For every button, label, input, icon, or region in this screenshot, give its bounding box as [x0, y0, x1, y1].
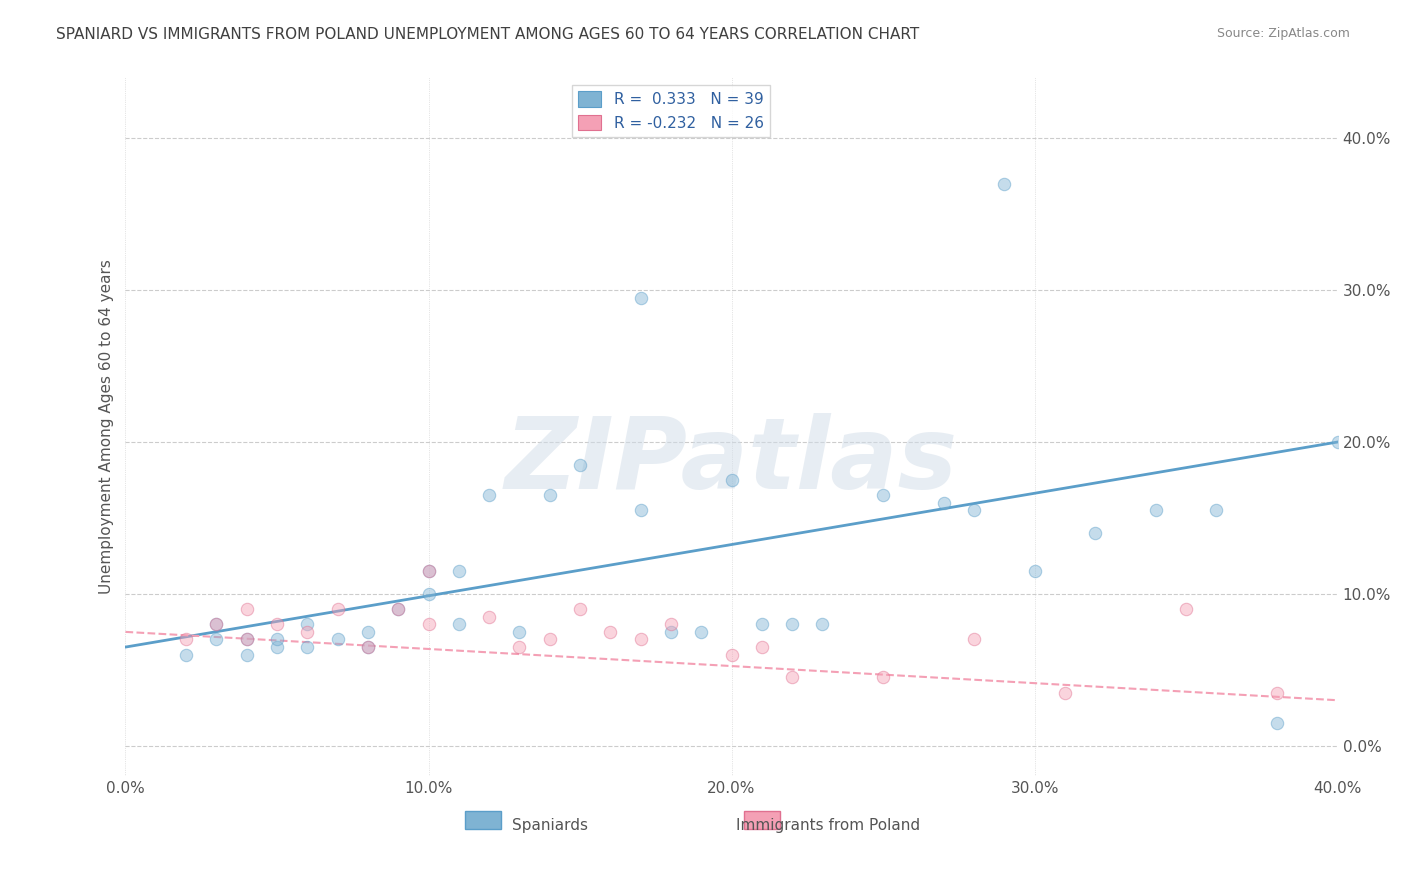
FancyBboxPatch shape	[465, 811, 502, 829]
Point	[174, 648, 197, 662]
Point	[478, 609, 501, 624]
Point	[538, 488, 561, 502]
Point	[418, 564, 440, 578]
Legend: R =  0.333   N = 39, R = -0.232   N = 26: R = 0.333 N = 39, R = -0.232 N = 26	[572, 85, 769, 136]
Point	[297, 640, 319, 654]
Point	[963, 632, 986, 647]
Point	[780, 617, 803, 632]
Point	[630, 503, 652, 517]
Point	[720, 473, 742, 487]
Point	[932, 496, 955, 510]
Point	[205, 632, 228, 647]
Point	[418, 617, 440, 632]
Point	[630, 632, 652, 647]
Point	[235, 602, 257, 616]
Point	[599, 624, 621, 639]
Point	[751, 617, 773, 632]
Text: Spaniards: Spaniards	[512, 818, 588, 833]
Point	[872, 670, 894, 684]
Point	[357, 640, 380, 654]
Point	[326, 602, 349, 616]
FancyBboxPatch shape	[744, 811, 780, 829]
Point	[690, 624, 713, 639]
Text: ZIPatlas: ZIPatlas	[505, 413, 957, 510]
Y-axis label: Unemployment Among Ages 60 to 64 years: Unemployment Among Ages 60 to 64 years	[100, 260, 114, 594]
Point	[297, 617, 319, 632]
Point	[297, 624, 319, 639]
Point	[478, 488, 501, 502]
Point	[780, 670, 803, 684]
Point	[357, 640, 380, 654]
Point	[326, 632, 349, 647]
Point	[357, 624, 380, 639]
Point	[235, 632, 257, 647]
Point	[1053, 686, 1076, 700]
Point	[205, 617, 228, 632]
Point	[508, 640, 530, 654]
Point	[235, 632, 257, 647]
Point	[266, 617, 288, 632]
Point	[1205, 503, 1227, 517]
Point	[418, 564, 440, 578]
Point	[447, 564, 470, 578]
Point	[266, 640, 288, 654]
Point	[963, 503, 986, 517]
Point	[418, 587, 440, 601]
Point	[1024, 564, 1046, 578]
Point	[387, 602, 409, 616]
Point	[205, 617, 228, 632]
Point	[1265, 686, 1288, 700]
Point	[569, 602, 592, 616]
Point	[1326, 435, 1348, 450]
Point	[538, 632, 561, 647]
Point	[1084, 526, 1107, 541]
Point	[387, 602, 409, 616]
Text: Immigrants from Poland: Immigrants from Poland	[737, 818, 921, 833]
Point	[720, 648, 742, 662]
Point	[1175, 602, 1198, 616]
Point	[235, 648, 257, 662]
Point	[447, 617, 470, 632]
Point	[174, 632, 197, 647]
Point	[1144, 503, 1167, 517]
Point	[872, 488, 894, 502]
Point	[993, 177, 1015, 191]
Point	[266, 632, 288, 647]
Point	[630, 291, 652, 305]
Point	[751, 640, 773, 654]
Point	[1265, 716, 1288, 731]
Point	[508, 624, 530, 639]
Point	[659, 617, 682, 632]
Text: SPANIARD VS IMMIGRANTS FROM POLAND UNEMPLOYMENT AMONG AGES 60 TO 64 YEARS CORREL: SPANIARD VS IMMIGRANTS FROM POLAND UNEMP…	[56, 27, 920, 42]
Text: Source: ZipAtlas.com: Source: ZipAtlas.com	[1216, 27, 1350, 40]
Point	[569, 458, 592, 472]
Point	[659, 624, 682, 639]
Point	[811, 617, 834, 632]
